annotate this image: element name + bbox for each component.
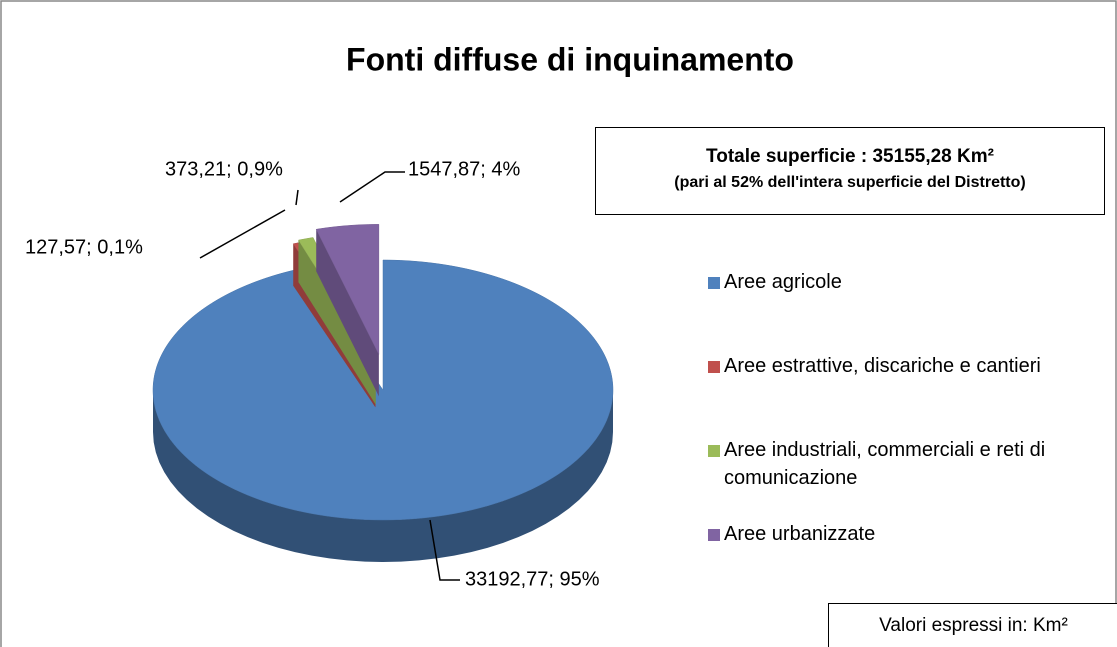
legend-label: Aree estrattive, discariche e cantieri xyxy=(724,355,1041,377)
slice-top xyxy=(315,224,380,355)
legend-item: Aree urbanizzate xyxy=(708,520,1093,604)
data-label: 373,21; 0,9% xyxy=(165,158,283,180)
legend-swatch xyxy=(708,445,720,457)
slice-side xyxy=(153,390,613,562)
legend-label: Aree industriali, commerciali e reti di … xyxy=(724,439,1046,489)
legend-item: Aree agricole xyxy=(708,268,1093,352)
legend: Aree agricole Aree estrattive, discariche… xyxy=(708,268,1093,604)
data-label: 33192,77; 95% xyxy=(465,568,600,590)
unit-box: Valori espressi in: Km² xyxy=(828,603,1117,647)
legend-item: Aree estrattive, discariche e cantieri xyxy=(708,352,1093,436)
data-label: 127,57; 0,1% xyxy=(25,236,143,258)
legend-swatch xyxy=(708,277,720,289)
total-box: Totale superficie : 35155,28 Km² (pari a… xyxy=(595,127,1105,215)
legend-label: Aree urbanizzate xyxy=(724,523,876,545)
pie-slice xyxy=(152,259,614,562)
leader-line xyxy=(199,209,286,259)
annotation: Totale superficie : 35155,28 Km² xyxy=(706,146,994,167)
pie xyxy=(152,224,614,562)
leader-line xyxy=(339,171,405,203)
slice-top xyxy=(152,259,614,521)
slice-cut xyxy=(316,229,379,397)
pie-slice xyxy=(315,224,380,397)
legend-item: Aree industriali, commerciali e reti di … xyxy=(708,436,1093,520)
legend-swatch xyxy=(708,529,720,541)
annotation: Valori espressi in: Km² xyxy=(879,615,1068,636)
data-label: 1547,87; 4% xyxy=(408,158,521,180)
annotation: (pari al 52% dell'intera superficie del … xyxy=(674,174,1026,191)
legend-label: Aree agricole xyxy=(724,271,842,293)
data-labels: 33192,77; 95% 127,57; 0,1% 373,21; 0,9% 154… xyxy=(25,158,600,590)
leader-line xyxy=(295,189,299,206)
legend-swatch xyxy=(708,361,720,373)
chart-title: Fonti diffuse di inquinamento xyxy=(346,41,794,77)
leader-line xyxy=(429,519,460,581)
